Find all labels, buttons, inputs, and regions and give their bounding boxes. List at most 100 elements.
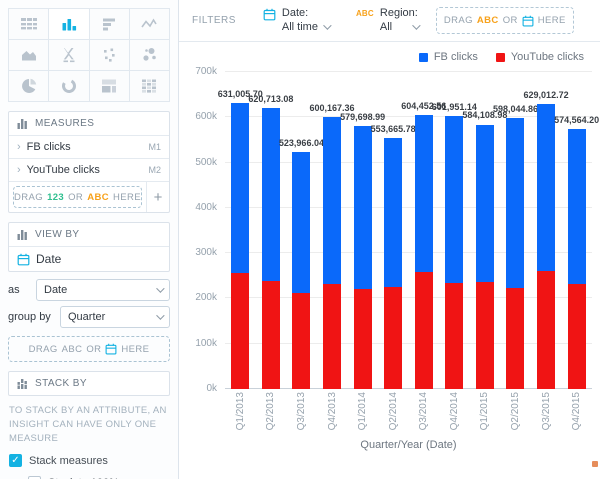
bar-total-label: 579,698.99 [340, 112, 386, 123]
scatter-plot-icon [99, 45, 119, 65]
stacked-bar[interactable] [475, 124, 494, 389]
stacked-bar[interactable] [537, 104, 556, 389]
bar-segment-fb-clicks[interactable] [384, 138, 403, 288]
drop-text: DRAG [14, 191, 44, 203]
chart-type-column[interactable] [49, 9, 89, 39]
stacked-bar[interactable] [323, 117, 342, 389]
date-filter-label: Date: [281, 6, 309, 19]
stacked-bar[interactable] [292, 151, 311, 389]
measure-item-fb-clicks[interactable]: › FB clicks M1 [9, 135, 169, 158]
chart-type-scatter[interactable] [89, 40, 129, 70]
measures-drop-zone[interactable]: DRAG 123 OR ABC HERE [13, 186, 142, 208]
stack-to-100-checkbox-row[interactable]: Stack to 100% [28, 476, 169, 479]
bar-segment-fb-clicks[interactable] [261, 107, 280, 282]
selected-value: Quarter [68, 311, 106, 323]
bar-segment-youtube-clicks[interactable] [353, 288, 372, 389]
measures-icon [17, 118, 28, 129]
bar-segment-youtube-clicks[interactable] [506, 288, 525, 389]
drop-text: OR [502, 15, 518, 26]
x-axis-tick-label: Q1/2014 [357, 392, 369, 431]
measures-drop-row: DRAG 123 OR ABC HERE + [9, 181, 169, 212]
calendar-icon [263, 8, 276, 35]
bar-segment-fb-clicks[interactable] [323, 117, 342, 285]
view-by-attribute-date[interactable]: Date [9, 246, 169, 271]
drop-text: OR [68, 191, 84, 203]
bar-segment-youtube-clicks[interactable] [384, 287, 403, 389]
bar-segment-youtube-clicks[interactable] [323, 284, 342, 389]
y-axis-tick-label: 100k [195, 337, 217, 349]
abc-token: ABC [87, 191, 109, 203]
bar-segment-youtube-clicks[interactable] [567, 283, 586, 389]
region-filter[interactable]: ABC Region: All [356, 7, 421, 35]
gridline [225, 388, 592, 389]
bar-segment-youtube-clicks[interactable] [475, 282, 494, 389]
legend-item-youtube-clicks[interactable]: YouTube clicks [495, 51, 584, 63]
bar-segment-youtube-clicks[interactable] [445, 282, 464, 389]
date-filter[interactable]: Date: All time [263, 6, 332, 35]
drop-text: HERE [537, 15, 566, 26]
bar-group: 523,966.04 [279, 72, 324, 389]
stacked-bar[interactable] [567, 128, 586, 389]
chart-type-bar[interactable] [89, 9, 129, 39]
y-axis-tick-label: 200k [195, 292, 217, 304]
bar-segment-fb-clicks[interactable] [231, 103, 250, 274]
chart-type-donut[interactable] [49, 71, 89, 101]
checkbox-unchecked-icon[interactable] [28, 476, 41, 479]
granularity-select[interactable]: Quarter [60, 306, 170, 328]
chart-type-heatmap[interactable] [129, 71, 169, 101]
bar-group: 629,012.72 [524, 72, 569, 389]
measure-item-youtube-clicks[interactable]: › YouTube clicks M2 [9, 158, 169, 181]
add-measure-button[interactable]: + [145, 182, 169, 212]
chart-type-pie[interactable] [9, 71, 49, 101]
legend-swatch-blue [418, 52, 428, 62]
measure-label: YouTube clicks [26, 164, 100, 176]
view-by-drop-zone[interactable]: DRAG ABC OR HERE [8, 336, 170, 362]
pie-chart-icon [19, 76, 39, 96]
legend-item-fb-clicks[interactable]: FB clicks [418, 51, 478, 63]
date-dimension-select[interactable]: Date [36, 279, 170, 301]
plus-icon: + [153, 188, 163, 206]
bar-segment-youtube-clicks[interactable] [261, 281, 280, 389]
stack-measures-label: Stack measures [29, 454, 108, 467]
stacked-bar[interactable] [261, 107, 280, 389]
stacked-bar[interactable] [414, 115, 433, 389]
stack-by-icon [17, 378, 28, 389]
abc-token: ABC [476, 15, 499, 26]
chart-type-line[interactable] [129, 9, 169, 39]
bar-segment-fb-clicks[interactable] [353, 126, 372, 289]
bar-chart-icon [99, 14, 119, 34]
chart-type-headline[interactable] [49, 40, 89, 70]
chart-type-treemap[interactable] [89, 71, 129, 101]
stacked-bar[interactable] [384, 138, 403, 389]
chart-type-table[interactable] [9, 9, 49, 39]
stacked-bar[interactable] [353, 126, 372, 389]
date-filter-value: All time [281, 20, 318, 33]
stacked-bar[interactable] [506, 118, 525, 389]
bar-segment-fb-clicks[interactable] [445, 116, 464, 283]
bar-total-label: 604,452.56 [401, 101, 447, 112]
view-by-title: VIEW BY [35, 229, 80, 240]
bar-segment-fb-clicks[interactable] [506, 118, 525, 289]
y-axis-tick-label: 300k [195, 247, 217, 259]
chart-type-area[interactable] [9, 40, 49, 70]
bar-segment-fb-clicks[interactable] [537, 104, 556, 272]
view-by-icon [17, 229, 28, 240]
filters-drop-zone[interactable]: DRAG ABC OR HERE [435, 7, 574, 34]
stack-measures-checkbox-row[interactable]: ✓ Stack measures [9, 454, 169, 468]
bar-segment-fb-clicks[interactable] [475, 124, 494, 283]
checkbox-checked-icon[interactable]: ✓ [9, 454, 22, 468]
bar-segment-fb-clicks[interactable] [567, 128, 586, 284]
stacked-bar[interactable] [231, 103, 250, 389]
view-by-panel: VIEW BY Date [8, 222, 170, 272]
bar-segment-fb-clicks[interactable] [292, 151, 311, 294]
bar-segment-youtube-clicks[interactable] [292, 293, 311, 389]
bar-segment-youtube-clicks[interactable] [231, 273, 250, 389]
stacked-bar[interactable] [445, 116, 464, 389]
measures-title: MEASURES [35, 118, 95, 129]
bar-segment-youtube-clicks[interactable] [537, 271, 556, 389]
chart-type-bubble[interactable] [129, 40, 169, 70]
bar-segment-fb-clicks[interactable] [414, 115, 433, 272]
bar-segment-youtube-clicks[interactable] [414, 271, 433, 389]
x-axis-tick-label: Q4/2013 [326, 392, 338, 431]
line-chart-icon [139, 14, 159, 34]
